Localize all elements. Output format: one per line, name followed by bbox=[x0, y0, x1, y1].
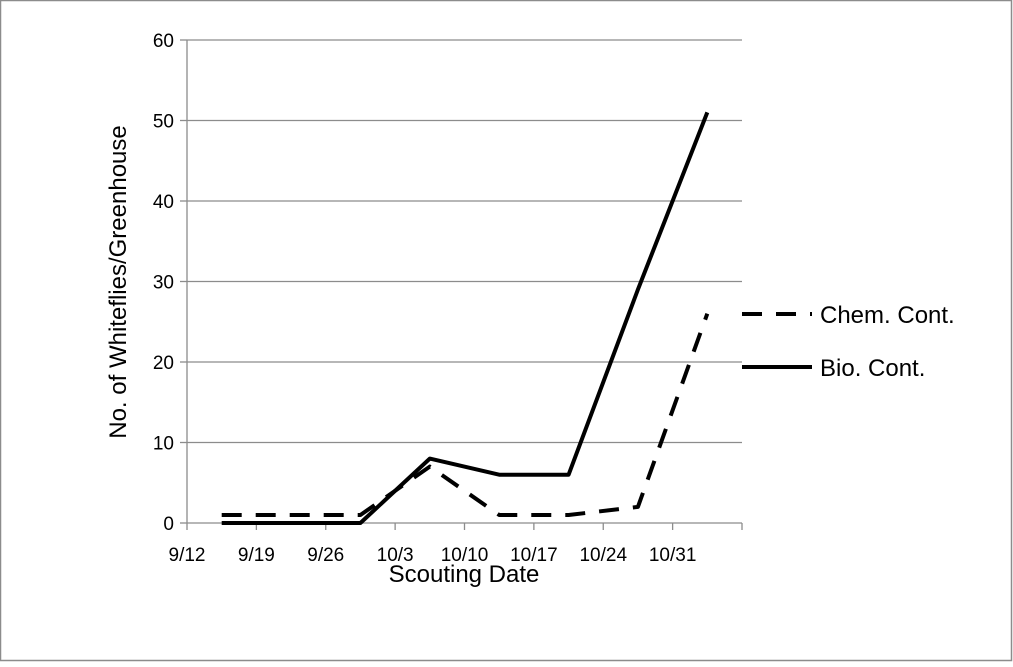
series-lines bbox=[221, 111, 710, 525]
legend: Chem. Cont. Bio. Cont. bbox=[742, 302, 955, 382]
y-tick-label: 60 bbox=[153, 31, 174, 52]
y-tick-label: 10 bbox=[153, 434, 174, 455]
x-tick-label: 10/17 bbox=[510, 545, 558, 566]
y-axis-title: No. of Whiteflies/Greenhouse bbox=[105, 125, 132, 439]
y-tick-label: 40 bbox=[153, 192, 174, 213]
x-tick-label: 9/12 bbox=[169, 545, 206, 566]
x-tick-label: 10/10 bbox=[441, 545, 489, 566]
legend-label: Chem. Cont. bbox=[820, 302, 955, 329]
y-tick-label: 30 bbox=[153, 273, 174, 294]
series-line-bio-cont bbox=[221, 111, 710, 525]
gridlines bbox=[187, 39, 742, 444]
y-tick-label: 50 bbox=[153, 112, 174, 133]
y-tick-labels: 0 10 20 30 40 50 60 bbox=[153, 31, 174, 535]
x-tick-label: 10/24 bbox=[579, 545, 627, 566]
series-line-chem-cont bbox=[221, 313, 710, 517]
x-tick-label: 9/19 bbox=[238, 545, 275, 566]
x-tick-label: 9/26 bbox=[307, 545, 344, 566]
y-tick-label: 20 bbox=[153, 353, 174, 374]
x-tick-label: 10/3 bbox=[377, 545, 414, 566]
x-tick-labels: 9/12 9/19 9/26 10/3 10/10 10/17 10/24 10/31 bbox=[169, 545, 697, 566]
legend-label: Bio. Cont. bbox=[820, 355, 925, 382]
x-tick-label: 10/31 bbox=[649, 545, 697, 566]
x-axis-title: Scouting Date bbox=[389, 561, 540, 588]
axes bbox=[180, 39, 743, 530]
y-tick-label: 0 bbox=[163, 514, 174, 535]
